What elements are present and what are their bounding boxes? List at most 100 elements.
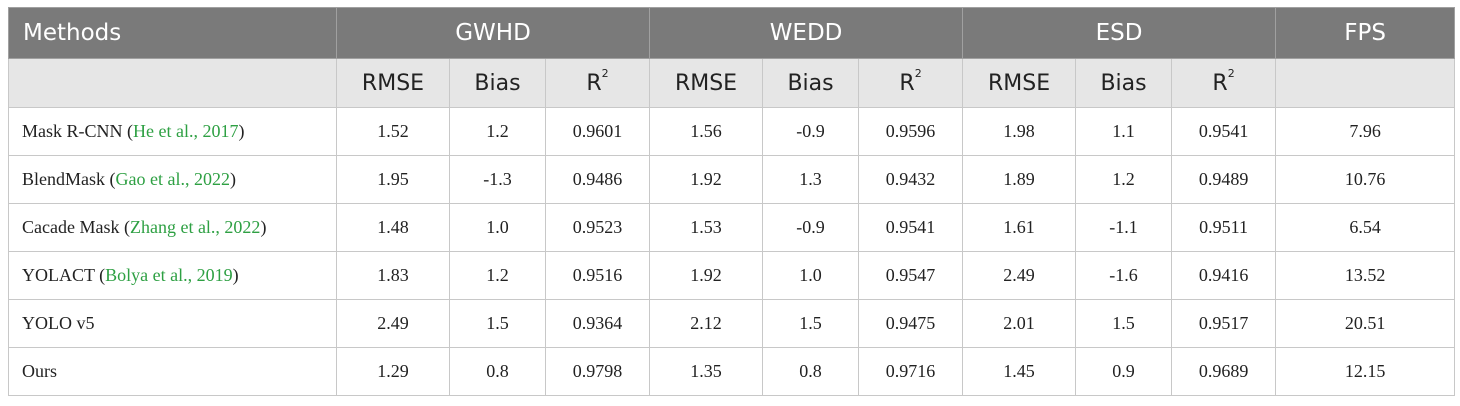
r-label: R: [586, 70, 602, 96]
fps-cell: 6.54: [1275, 203, 1456, 252]
gwhd-bias-cell: 1.0: [449, 203, 546, 252]
gwhd-bias-cell: 0.8: [449, 347, 546, 396]
r-label: R: [899, 70, 915, 96]
gwhd-r2-cell: 0.9486: [544, 155, 651, 204]
gwhd-bias-cell: 1.2: [449, 251, 546, 300]
gwhd-bias-cell: -1.3: [449, 155, 546, 204]
fps-cell: 10.76: [1275, 155, 1456, 204]
wedd-rmse-cell: 2.12: [649, 299, 764, 348]
gwhd-bias-header: Bias: [449, 58, 546, 108]
wedd-rmse-cell: 1.56: [649, 107, 764, 156]
method-cell: YOLO v5: [8, 299, 337, 348]
header-row: Methods GWHD WEDD ESD FPS: [8, 7, 1456, 59]
fps-cell: 12.15: [1275, 347, 1456, 396]
gwhd-r2-cell: 0.9516: [544, 251, 651, 300]
citation-close-paren: ): [238, 121, 245, 141]
table-row: BlendMask (Gao et al., 2022) 1.95 -1.3 0.94…: [8, 155, 1456, 204]
wedd-r2-header: R2: [858, 58, 964, 108]
gwhd-header: GWHD: [335, 7, 651, 59]
table-row: YOLACT (Bolya et al., 2019) 1.83 1.2 0.9516…: [8, 251, 1456, 300]
citation-close-paren: ): [229, 169, 236, 189]
method-name: YOLO v5: [22, 313, 95, 333]
wedd-bias-cell: 1.3: [762, 155, 860, 204]
esd-bias-cell: -1.6: [1075, 251, 1173, 300]
citation-link[interactable]: Zhang et al., 2022: [129, 217, 261, 237]
method-cell: Cacade Mask (Zhang et al., 2022): [8, 203, 337, 252]
wedd-bias-cell: 1.0: [762, 251, 860, 300]
esd-r2-cell: 0.9517: [1171, 299, 1277, 348]
wedd-bias-cell: -0.9: [762, 203, 860, 252]
blank-header-cell: [8, 58, 337, 108]
r-superscript: 2: [1227, 67, 1235, 81]
r-superscript: 2: [914, 67, 922, 81]
gwhd-rmse-cell: 1.48: [336, 203, 450, 252]
esd-bias-cell: 1.1: [1075, 107, 1173, 156]
method-cell: Ours: [8, 347, 337, 396]
gwhd-r2-cell: 0.9523: [544, 203, 651, 252]
method-name: Ours: [22, 361, 57, 381]
gwhd-rmse-cell: 2.49: [336, 299, 450, 348]
table-row: Ours 1.29 0.8 0.9798 1.35 0.8 0.9716 1.45 0.9 0.9…: [8, 347, 1456, 396]
esd-header: ESD: [962, 7, 1277, 59]
method-cell: YOLACT (Bolya et al., 2019): [8, 251, 337, 300]
wedd-r2-cell: 0.9547: [858, 251, 964, 300]
wedd-bias-header: Bias: [762, 58, 860, 108]
esd-bias-cell: -1.1: [1075, 203, 1173, 252]
table-body: Mask R-CNN (He et al., 2017) 1.52 1.2 0.960…: [8, 107, 1456, 396]
wedd-rmse-cell: 1.53: [649, 203, 764, 252]
esd-bias-cell: 1.5: [1075, 299, 1173, 348]
gwhd-bias-cell: 1.2: [449, 107, 546, 156]
gwhd-rmse-cell: 1.95: [336, 155, 450, 204]
esd-rmse-cell: 1.45: [962, 347, 1077, 396]
wedd-bias-cell: -0.9: [762, 107, 860, 156]
gwhd-rmse-cell: 1.52: [336, 107, 450, 156]
citation-close-paren: ): [260, 217, 267, 237]
table-row: YOLO v5 2.49 1.5 0.9364 2.12 1.5 0.9475 2.01 1.5…: [8, 299, 1456, 348]
wedd-bias-cell: 0.8: [762, 347, 860, 396]
wedd-rmse-cell: 1.92: [649, 251, 764, 300]
esd-rmse-cell: 1.89: [962, 155, 1077, 204]
r-superscript: 2: [601, 67, 609, 81]
esd-r2-cell: 0.9416: [1171, 251, 1277, 300]
method-name: YOLACT: [22, 265, 95, 285]
esd-r2-header: R2: [1171, 58, 1277, 108]
wedd-r2-cell: 0.9475: [858, 299, 964, 348]
method-cell: BlendMask (Gao et al., 2022): [8, 155, 337, 204]
esd-r2-cell: 0.9489: [1171, 155, 1277, 204]
esd-rmse-cell: 1.98: [962, 107, 1077, 156]
citation-link[interactable]: Gao et al., 2022: [115, 169, 230, 189]
wedd-r2-cell: 0.9541: [858, 203, 964, 252]
methods-header: Methods: [8, 7, 337, 59]
citation-open-paren: (: [119, 217, 130, 237]
citation-close-paren: ): [232, 265, 239, 285]
esd-bias-cell: 1.2: [1075, 155, 1173, 204]
gwhd-rmse-cell: 1.29: [336, 347, 450, 396]
gwhd-rmse-header: RMSE: [336, 58, 450, 108]
esd-r2-cell: 0.9511: [1171, 203, 1277, 252]
citation-link[interactable]: Bolya et al., 2019: [105, 265, 233, 285]
citation-open-paren: (: [105, 169, 116, 189]
wedd-rmse-cell: 1.92: [649, 155, 764, 204]
gwhd-r2-cell: 0.9798: [544, 347, 651, 396]
table-row: Cacade Mask (Zhang et al., 2022) 1.48 1.0 0…: [8, 203, 1456, 252]
fps-header: FPS: [1275, 7, 1456, 59]
wedd-r2-cell: 0.9716: [858, 347, 964, 396]
r-label: R: [1212, 70, 1228, 96]
esd-r2-cell: 0.9541: [1171, 107, 1277, 156]
method-name: Mask R-CNN: [22, 121, 123, 141]
esd-rmse-header: RMSE: [962, 58, 1077, 108]
esd-bias-cell: 0.9: [1075, 347, 1173, 396]
results-table-container: Methods GWHD WEDD ESD FPS RMSE Bias R2 R…: [8, 7, 1456, 396]
gwhd-r2-header: R2: [544, 58, 651, 108]
wedd-bias-cell: 1.5: [762, 299, 860, 348]
method-name: BlendMask: [22, 169, 105, 189]
metric-header-row: RMSE Bias R2 RMSE Bias R2 RMSE Bias R2: [8, 58, 1456, 108]
esd-rmse-cell: 2.49: [962, 251, 1077, 300]
method-name: Cacade Mask: [22, 217, 120, 237]
results-table: Methods GWHD WEDD ESD FPS RMSE Bias R2 R…: [8, 7, 1456, 396]
citation-open-paren: (: [122, 121, 134, 141]
fps-cell: 20.51: [1275, 299, 1456, 348]
citation-link[interactable]: He et al., 2017: [133, 121, 239, 141]
wedd-rmse-cell: 1.35: [649, 347, 764, 396]
fps-cell: 13.52: [1275, 251, 1456, 300]
